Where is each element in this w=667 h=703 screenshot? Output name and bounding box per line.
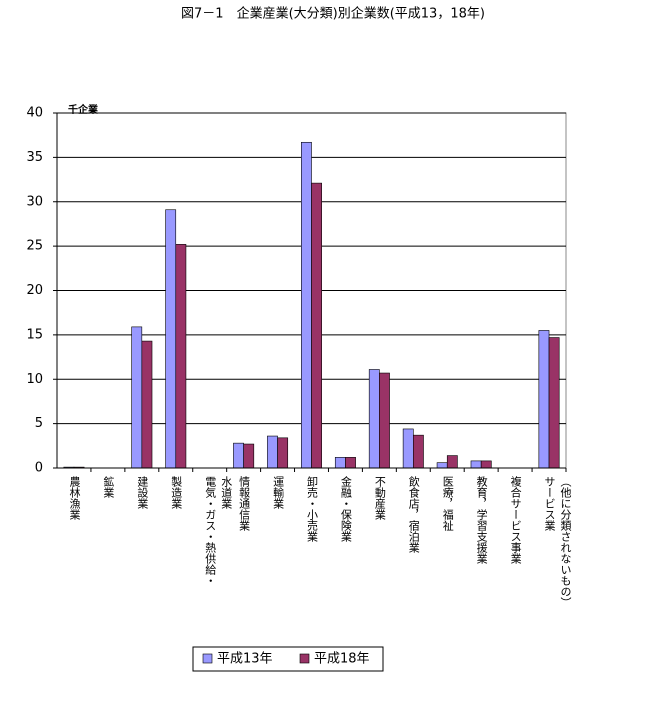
bar [368, 369, 380, 469]
y-tick-label: 40 [26, 106, 43, 121]
y-tick-label: 30 [26, 194, 43, 209]
bar [243, 443, 255, 469]
x-tick-label-box: 建設業 [135, 476, 149, 509]
x-tick-label: 電気・ガス・熱供給・ 水道業 [203, 476, 233, 586]
y-tick-label: 35 [26, 150, 43, 165]
bar [175, 244, 187, 469]
x-tick-label: 卸売・小売業 [305, 476, 319, 542]
legend-label: 平成13年 [217, 652, 273, 667]
x-tick-label: 医療，福祉 [441, 476, 455, 531]
x-tick-label-box: 電気・ガス・熱供給・ 水道業 [203, 476, 233, 586]
x-tick-label-box: 鉱業 [101, 476, 115, 498]
bar [301, 141, 312, 469]
y-tick-label: 5 [35, 416, 43, 431]
bar [470, 460, 482, 469]
x-tick-label-box: 金融・保険業 [339, 476, 353, 542]
x-tick-label: 運輸業 [271, 476, 285, 509]
x-tick-label: 情報通信業 [237, 476, 251, 531]
x-tick-label: サービス業 （他に分類されないもの） [543, 476, 573, 608]
x-tick-label-box: 農林漁業 [67, 476, 81, 520]
x-tick-label: 飲食店，宿泊業 [407, 476, 421, 553]
x-tick-label: 金融・保険業 [339, 476, 353, 542]
bar [345, 457, 356, 469]
legend-label: 平成18年 [314, 652, 370, 667]
bar [538, 330, 550, 469]
bar [548, 337, 560, 469]
y-tick-label: 0 [35, 461, 43, 476]
x-tick-label-box: 不動産業 [373, 476, 387, 520]
x-tick-label-box: 飲食店，宿泊業 [407, 476, 421, 553]
y-tick-label: 20 [26, 283, 43, 298]
bar [480, 460, 492, 469]
bar [446, 455, 458, 469]
bar [436, 462, 448, 469]
x-tick-label: 農林漁業 [67, 476, 81, 520]
bar [131, 326, 143, 469]
bar [402, 428, 414, 469]
x-tick-label-box: 卸売・小売業 [305, 476, 319, 542]
x-tick-label: 教育，学習支援業 [475, 476, 489, 564]
bar [412, 434, 424, 469]
chart-title: 図7－1 企業産業(大分類)別企業数(平成13，18年) [181, 6, 485, 22]
bar [334, 457, 346, 469]
y-tick-label: 25 [26, 239, 43, 254]
x-tick-label-box: 製造業 [169, 476, 183, 509]
legend-swatch [299, 653, 310, 664]
bar [379, 372, 390, 469]
x-tick-label: 複合サービス事業 [509, 476, 523, 564]
x-tick-label-box: 教育，学習支援業 [475, 476, 489, 564]
x-tick-label: 製造業 [169, 476, 183, 509]
bar [141, 340, 153, 469]
x-tick-label: 不動産業 [373, 476, 387, 520]
x-tick-label-box: サービス業 （他に分類されないもの） [543, 476, 573, 608]
bar [311, 182, 322, 469]
x-tick-label: 鉱業 [101, 476, 115, 498]
bar [267, 435, 278, 469]
y-tick-label: 15 [26, 327, 43, 342]
x-tick-label-box: 複合サービス事業 [509, 476, 523, 564]
x-tick-label: 建設業 [135, 476, 149, 509]
x-tick-label-box: 情報通信業 [237, 476, 251, 531]
bar [277, 437, 289, 469]
legend-swatch [202, 653, 213, 664]
bar [165, 209, 177, 469]
y-unit: 千企業 [68, 103, 99, 116]
bar [233, 442, 244, 469]
y-tick-label: 10 [26, 372, 43, 387]
x-tick-label-box: 運輸業 [271, 476, 285, 509]
x-tick-label-box: 医療，福祉 [441, 476, 455, 531]
legend [192, 646, 384, 672]
